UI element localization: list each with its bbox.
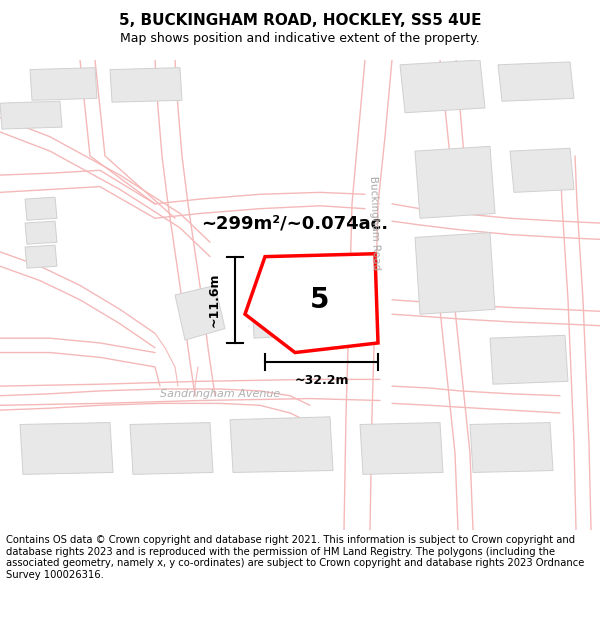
Polygon shape xyxy=(25,245,57,268)
Polygon shape xyxy=(30,68,97,100)
Polygon shape xyxy=(510,148,574,192)
Polygon shape xyxy=(245,254,378,352)
Polygon shape xyxy=(20,422,113,474)
Polygon shape xyxy=(470,422,553,472)
Text: ~32.2m: ~32.2m xyxy=(294,374,349,387)
Polygon shape xyxy=(25,221,57,244)
Text: Buckingham Road: Buckingham Road xyxy=(368,176,382,271)
Polygon shape xyxy=(360,422,443,474)
Polygon shape xyxy=(130,422,213,474)
Polygon shape xyxy=(498,62,574,101)
Polygon shape xyxy=(490,335,568,384)
Text: 5, BUCKINGHAM ROAD, HOCKLEY, SS5 4UE: 5, BUCKINGHAM ROAD, HOCKLEY, SS5 4UE xyxy=(119,12,481,28)
Polygon shape xyxy=(25,197,57,220)
Text: Contains OS data © Crown copyright and database right 2021. This information is : Contains OS data © Crown copyright and d… xyxy=(6,535,584,580)
Polygon shape xyxy=(175,286,225,340)
Polygon shape xyxy=(230,417,333,472)
Text: ~299m²/~0.074ac.: ~299m²/~0.074ac. xyxy=(202,214,389,232)
Polygon shape xyxy=(252,290,333,338)
Text: ~11.6m: ~11.6m xyxy=(208,272,221,327)
Polygon shape xyxy=(110,68,182,102)
Polygon shape xyxy=(0,101,62,129)
Text: Sandringham Avenue: Sandringham Avenue xyxy=(160,389,280,399)
Text: Map shows position and indicative extent of the property.: Map shows position and indicative extent… xyxy=(120,32,480,45)
Text: 5: 5 xyxy=(310,286,330,314)
Polygon shape xyxy=(400,60,485,112)
Polygon shape xyxy=(415,232,495,314)
Polygon shape xyxy=(415,146,495,218)
